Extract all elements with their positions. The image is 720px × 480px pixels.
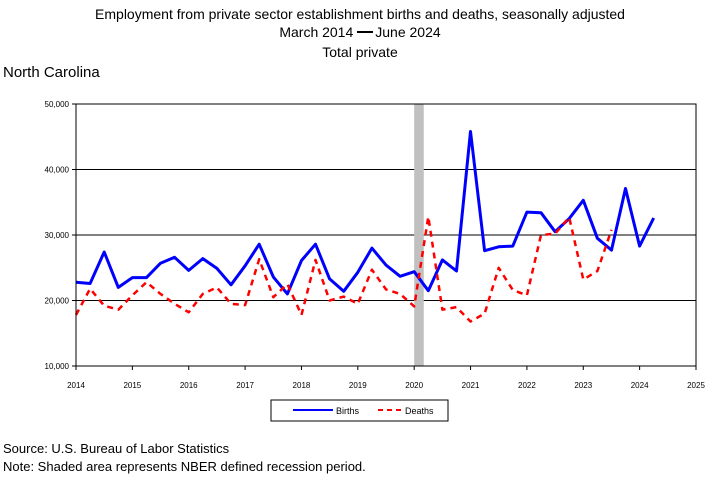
range-dash xyxy=(357,31,374,34)
x-tick-label: 2021 xyxy=(462,381,480,390)
x-tick-label: 2024 xyxy=(631,381,649,390)
x-tick-label: 2023 xyxy=(574,381,592,390)
chart-title: Employment from private sector establish… xyxy=(95,6,625,22)
x-tick-label: 2025 xyxy=(687,381,705,390)
recession-band xyxy=(414,104,424,366)
y-tick-label: 20,000 xyxy=(45,297,70,306)
x-tick-label: 2020 xyxy=(405,381,423,390)
y-tick-label: 50,000 xyxy=(45,100,70,109)
legend-births-label: Births xyxy=(336,406,360,416)
x-tick-label: 2018 xyxy=(293,381,311,390)
legend-box xyxy=(270,399,449,422)
y-tick-label: 10,000 xyxy=(45,362,70,371)
y-axis-ticks: 10,000 20,000 30,000 40,000 50,000 xyxy=(45,100,76,371)
range-start: March 2014 xyxy=(279,24,354,40)
recession-note: Note: Shaded area represents NBER define… xyxy=(3,459,366,474)
legend: Births Deaths xyxy=(270,399,449,422)
region-label: North Carolina xyxy=(3,64,100,81)
series-line-births xyxy=(75,130,656,296)
legend-deaths-label: Deaths xyxy=(405,406,434,416)
gridlines xyxy=(76,103,696,367)
series-line-deaths xyxy=(74,215,613,323)
chart-subtitle: Total private xyxy=(322,44,398,60)
x-tick-label: 2016 xyxy=(180,381,198,390)
y-tick-label: 30,000 xyxy=(45,231,70,240)
chart-date-range: March 2014 June 2024 xyxy=(0,23,720,41)
x-axis-ticks: 2014 2015 2016 2017 2018 2019 2020 2021 2022 2023… xyxy=(67,366,705,390)
y-tick-label: 40,000 xyxy=(45,166,70,175)
range-end: June 2024 xyxy=(375,24,441,40)
series-layer xyxy=(74,130,656,323)
x-tick-label: 2015 xyxy=(123,381,141,390)
x-tick-label: 2017 xyxy=(236,381,254,390)
recession-band-layer xyxy=(414,104,424,366)
x-tick-label: 2014 xyxy=(67,381,85,390)
x-tick-label: 2022 xyxy=(518,381,536,390)
x-tick-label: 2019 xyxy=(349,381,367,390)
source-note: Source: U.S. Bureau of Labor Statistics xyxy=(3,441,230,456)
